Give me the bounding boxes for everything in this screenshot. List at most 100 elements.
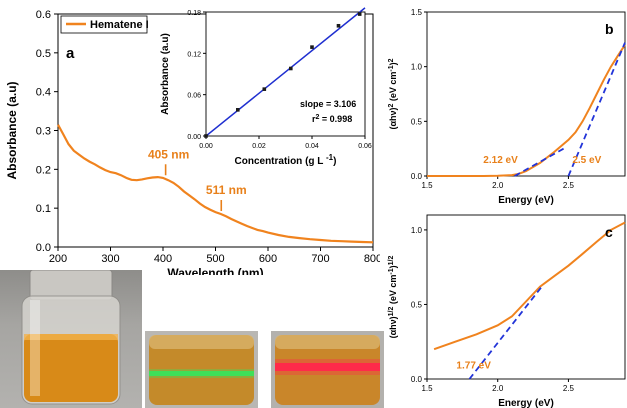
main-x-tick-label: 800	[364, 253, 380, 265]
panel-c-ylabel-pre: (αhν)	[388, 316, 398, 338]
main-x-tick-label: 600	[259, 253, 277, 265]
panel-c-plot-frame	[426, 214, 626, 380]
main-y-tick-label: 0.6	[36, 9, 51, 21]
inset-x-tick-label: 0.04	[305, 143, 319, 150]
inset-data-point	[262, 87, 267, 91]
main-x-tick-label: 500	[206, 253, 224, 265]
panel-b-y-tick-label: 1.0	[411, 63, 423, 72]
inset-slope-text: slope = 3.106	[300, 99, 356, 109]
main-x-tick-label: 200	[49, 253, 67, 265]
panel-c-ylabel-sup2: -1	[388, 268, 395, 274]
red-laser-photo	[271, 331, 384, 408]
panel-c-ylabel-mid: (eV cm	[388, 275, 398, 307]
inset-r2-sup: 2	[316, 114, 320, 121]
panel-b-ylabel-sup3: 2	[388, 58, 395, 62]
panel-b-x-axis-label: Energy (eV)	[498, 195, 554, 205]
inset-data-point	[204, 134, 208, 138]
panel-c-series-line	[433, 221, 626, 351]
inset-x-tick-label: 0.02	[252, 143, 266, 150]
green-cuvette-top	[149, 335, 254, 349]
inset-all: 0.00 0.02 0.04 0.06 0.00 0.06 0.12 0.18 Concentr…	[160, 7, 372, 167]
panel-b-panel-label: b	[605, 21, 614, 37]
panel-b-ylabel-mid: (eV cm	[388, 72, 398, 104]
main-text: 200 300 400 500 600 700 800 0.0 0.1 0.2 0.3 0.4 0.5 0…	[5, 9, 380, 275]
inset-fit-line	[205, 7, 366, 137]
absorbance-chart: 200 300 400 500 600 700 800 0.0 0.1 0.2 0.3 0.4 0.5 0…	[5, 9, 380, 275]
panel-b-x-tick-label: 1.5	[421, 181, 433, 190]
annotation-511-label: 511 nm	[206, 183, 247, 197]
red-laser-beam	[275, 363, 380, 371]
main-x-tick-label: 400	[154, 253, 172, 265]
green-cuvette-liquid	[149, 335, 254, 405]
legend-box	[60, 15, 148, 34]
red-laser-illustration	[275, 335, 380, 405]
absorbance-series-line	[57, 124, 374, 244]
panel-c-ylabel-sup3: 1/2	[388, 256, 395, 266]
main-marks	[57, 15, 374, 244]
inset-y-tick-label: 0.12	[187, 51, 201, 58]
legend-label: Hematene I	[90, 19, 149, 31]
panel-label-a: a	[66, 45, 75, 62]
main-y-tick-label: 0.1	[36, 203, 51, 215]
panel-b-plot-frame	[426, 11, 626, 177]
main-y-tick-label: 0.4	[36, 87, 51, 99]
liquid-meniscus	[24, 334, 118, 340]
panel-b-x-tick-label: 2.0	[492, 181, 504, 190]
panel-b-x-tick-label: 2.5	[563, 181, 575, 190]
inset-r2-text: r2 = 0.998	[312, 114, 352, 124]
panel-c-panel-label: c	[605, 224, 613, 240]
panel-c-ylabel-sup1: 1/2	[388, 307, 395, 317]
vial-illustration	[21, 270, 121, 405]
panel-c-x-tick-label: 2.0	[492, 384, 504, 393]
panel-b-ylabel-sup1: 2	[388, 104, 395, 108]
inset-calibration-chart: 0.00 0.02 0.04 0.06 0.00 0.06 0.12 0.18 Concentr…	[160, 7, 372, 167]
inset-data-point	[310, 45, 314, 49]
inset-r2-value: = 0.998	[319, 114, 352, 124]
panel-b-series-line	[427, 44, 626, 177]
inset-data-point	[236, 108, 240, 112]
green-laser-photo	[145, 331, 258, 408]
panel-c-x-tick-label: 1.5	[421, 384, 433, 393]
panel-b-annotation: 2.12 eV	[483, 155, 518, 166]
inset-x-axis-label: Concentration (g L -1)	[235, 153, 337, 167]
panel-c-ylabel-post: )	[388, 265, 398, 268]
panel-c-y-axis-label: (αhν)1/2 (eV cm-1)1/2	[388, 256, 398, 339]
inset-y-axis-label: Absorbance (a.u)	[160, 33, 171, 115]
green-laser-beam	[149, 371, 254, 376]
main-y-tick-label: 0.3	[36, 126, 51, 138]
main-x-axis-label: Wavelength (nm)	[167, 266, 263, 275]
panel-b-ylabel-pre: (αhν)	[388, 108, 398, 130]
panel-c-x-tick-label: 2.5	[563, 384, 575, 393]
red-laser-glow	[275, 359, 380, 375]
inset-y-tick-label: 0.18	[187, 10, 201, 17]
main-x-tick-label: 700	[311, 253, 329, 265]
panel-b-y-tick-label: 1.5	[411, 8, 423, 17]
panel-c-y-tick-label: 0.0	[411, 375, 423, 384]
vial-liquid	[24, 334, 118, 402]
panel-b-ylabel-sup2: -1	[388, 65, 395, 71]
inset-data-point	[289, 66, 293, 71]
panel-b-y-tick-label: 0.5	[411, 117, 423, 126]
panel-c-y-tick-label: 0.5	[411, 300, 423, 309]
panel-b-ylabel-post: )	[388, 62, 398, 65]
inset-x-label-sup: -1	[326, 153, 334, 162]
panel-b-y-axis-label: (αhν)2 (eV cm-1)2	[388, 58, 398, 129]
inset-data-point	[357, 12, 362, 16]
inset-data-point	[336, 23, 341, 28]
panel-b-annotation: 2.5 eV	[572, 155, 601, 166]
green-laser-illustration	[149, 335, 254, 405]
inset-y-tick-label: 0.00	[187, 134, 201, 141]
main-y-tick-label: 0.0	[36, 242, 51, 254]
main-y-axis-label: Absorbance (a.u)	[5, 81, 19, 179]
main-y-tick-label: 0.5	[36, 48, 51, 60]
panel-c-y-tick-label: 1.0	[411, 226, 423, 235]
annotation-405-label: 405 nm	[148, 147, 189, 161]
inset-x-tick-label: 0.06	[358, 143, 372, 150]
panel-c-annotation: 1.77 eV	[456, 361, 491, 372]
panel-c-x-axis-label: Energy (eV)	[498, 398, 554, 408]
green-laser-glow	[149, 369, 254, 378]
